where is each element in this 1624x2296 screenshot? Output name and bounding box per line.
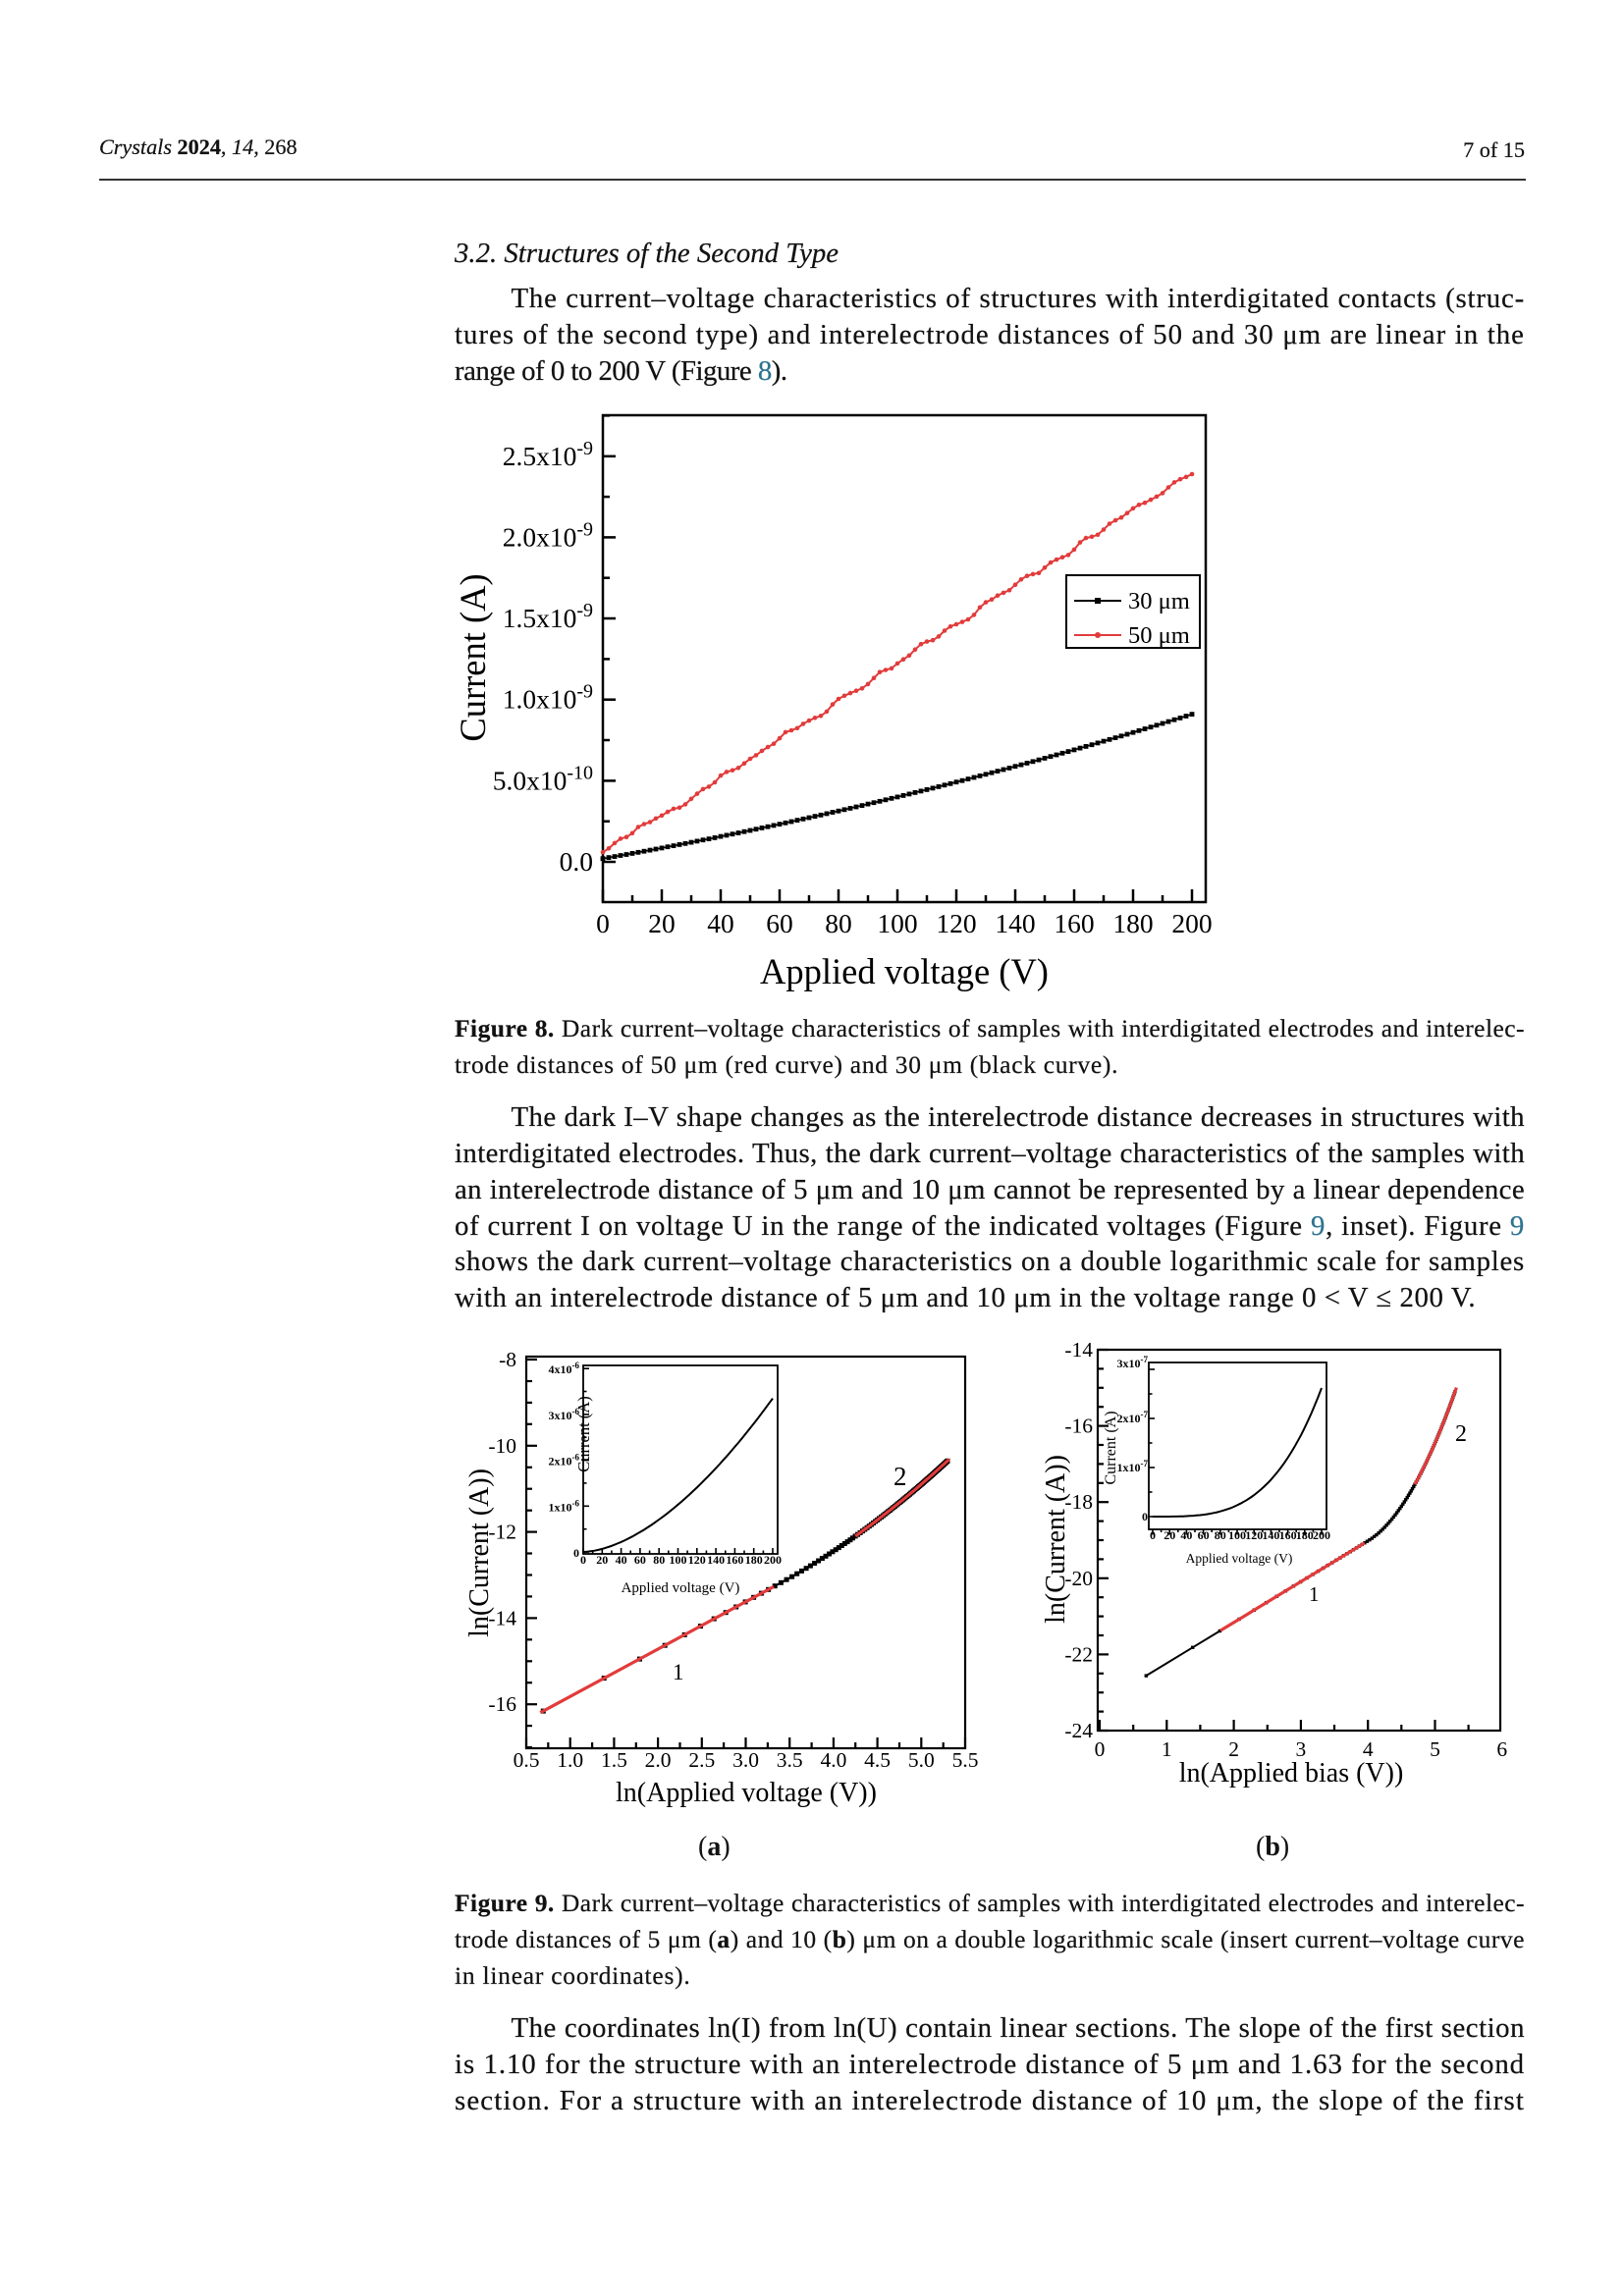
svg-text:60: 60 <box>1198 1528 1210 1542</box>
svg-text:40: 40 <box>616 1553 627 1567</box>
svg-text:0.5: 0.5 <box>514 1748 540 1772</box>
svg-text:ln(Applied voltage (V)): ln(Applied voltage (V)) <box>616 1778 877 1808</box>
svg-text:200: 200 <box>1313 1528 1330 1542</box>
svg-text:Current (A): Current (A) <box>574 1396 593 1471</box>
svg-text:140: 140 <box>707 1553 725 1567</box>
svg-text:6: 6 <box>1496 1737 1507 1761</box>
svg-text:2.0: 2.0 <box>645 1748 672 1772</box>
svg-text:2x10-7: 2x10-7 <box>1117 1410 1149 1425</box>
svg-text:Current (A): Current (A) <box>453 573 493 741</box>
svg-text:-14: -14 <box>488 1606 516 1629</box>
svg-text:2.0x10-9: 2.0x10-9 <box>503 518 593 552</box>
svg-text:2.5: 2.5 <box>688 1748 715 1772</box>
svg-text:-16: -16 <box>488 1692 516 1716</box>
svg-text:100: 100 <box>1228 1528 1246 1542</box>
svg-text:200: 200 <box>1171 908 1212 938</box>
svg-text:60: 60 <box>766 908 793 938</box>
svg-text:5.5: 5.5 <box>952 1748 979 1772</box>
svg-text:Applied voltage (V): Applied voltage (V) <box>622 1580 740 1596</box>
svg-text:80: 80 <box>653 1553 665 1567</box>
svg-text:-14: -14 <box>1064 1340 1093 1362</box>
svg-text:Applied voltage (V): Applied voltage (V) <box>760 951 1049 991</box>
svg-text:-10: -10 <box>488 1434 516 1458</box>
svg-text:1.5: 1.5 <box>601 1748 627 1772</box>
svg-text:4.5: 4.5 <box>864 1748 891 1772</box>
svg-text:3x10-6: 3x10-6 <box>549 1407 580 1422</box>
svg-text:5: 5 <box>1430 1737 1440 1761</box>
svg-text:100: 100 <box>670 1553 687 1567</box>
svg-text:120: 120 <box>936 908 976 938</box>
svg-text:120: 120 <box>1245 1528 1263 1542</box>
svg-text:ln(Current (A)): ln(Current (A)) <box>464 1468 495 1637</box>
svg-text:1.0x10-9: 1.0x10-9 <box>503 681 593 715</box>
svg-text:0: 0 <box>580 1553 586 1567</box>
svg-text:1x10-7: 1x10-7 <box>1117 1459 1149 1474</box>
svg-text:2: 2 <box>893 1462 907 1491</box>
svg-text:ln(Applied bias (V)): ln(Applied bias (V)) <box>1179 1758 1404 1789</box>
svg-text:20: 20 <box>596 1553 608 1567</box>
svg-text:160: 160 <box>1054 908 1094 938</box>
svg-text:4x10-6: 4x10-6 <box>549 1361 580 1376</box>
svg-text:20: 20 <box>1164 1528 1175 1542</box>
svg-text:1.5x10-9: 1.5x10-9 <box>503 600 593 633</box>
svg-text:40: 40 <box>707 908 734 938</box>
svg-text:5.0: 5.0 <box>908 1748 935 1772</box>
svg-text:50 μm: 50 μm <box>1128 622 1190 649</box>
svg-text:0: 0 <box>1142 1510 1148 1523</box>
svg-text:80: 80 <box>1215 1528 1226 1542</box>
svg-text:Applied voltage (V): Applied voltage (V) <box>1186 1551 1293 1566</box>
svg-text:180: 180 <box>1112 908 1153 938</box>
svg-text:-12: -12 <box>488 1521 516 1544</box>
svg-text:0.0: 0.0 <box>560 846 593 877</box>
svg-text:4.0: 4.0 <box>820 1748 846 1772</box>
svg-text:140: 140 <box>995 908 1035 938</box>
svg-text:180: 180 <box>745 1553 763 1567</box>
svg-text:0: 0 <box>573 1546 579 1560</box>
svg-text:3x10-7: 3x10-7 <box>1117 1355 1149 1370</box>
svg-text:2x10-6: 2x10-6 <box>549 1453 580 1468</box>
svg-text:160: 160 <box>726 1553 743 1567</box>
svg-text:0: 0 <box>1095 1737 1106 1761</box>
svg-text:120: 120 <box>688 1553 706 1567</box>
svg-text:30 μm: 30 μm <box>1128 588 1190 614</box>
svg-text:0: 0 <box>596 908 610 938</box>
svg-text:-8: -8 <box>499 1348 516 1371</box>
svg-text:1: 1 <box>1309 1582 1320 1606</box>
svg-text:200: 200 <box>764 1553 782 1567</box>
svg-text:-20: -20 <box>1064 1567 1093 1590</box>
svg-text:60: 60 <box>634 1553 646 1567</box>
svg-text:140: 140 <box>1262 1528 1279 1542</box>
svg-text:180: 180 <box>1296 1528 1314 1542</box>
svg-text:-16: -16 <box>1064 1415 1093 1438</box>
svg-text:2: 2 <box>1228 1737 1239 1761</box>
svg-text:2: 2 <box>1455 1421 1467 1447</box>
svg-text:5.0x10-10: 5.0x10-10 <box>493 762 593 795</box>
svg-text:0: 0 <box>1150 1528 1156 1542</box>
svg-text:1: 1 <box>673 1660 684 1684</box>
svg-text:-18: -18 <box>1064 1490 1093 1514</box>
svg-text:160: 160 <box>1279 1528 1297 1542</box>
svg-text:3.0: 3.0 <box>732 1748 759 1772</box>
svg-text:-24: -24 <box>1064 1719 1093 1742</box>
svg-text:100: 100 <box>877 908 917 938</box>
svg-text:20: 20 <box>648 908 676 938</box>
svg-text:1.0: 1.0 <box>557 1748 583 1772</box>
svg-text:1: 1 <box>1162 1737 1172 1761</box>
svg-text:3.5: 3.5 <box>777 1748 803 1772</box>
svg-text:80: 80 <box>825 908 852 938</box>
svg-text:4: 4 <box>1363 1737 1374 1761</box>
svg-text:Current (A): Current (A) <box>1103 1411 1119 1484</box>
svg-text:-22: -22 <box>1064 1642 1093 1666</box>
svg-text:3: 3 <box>1296 1737 1307 1761</box>
svg-text:ln(Current (A)): ln(Current (A)) <box>1041 1455 1071 1624</box>
svg-text:2.5x10-9: 2.5x10-9 <box>503 438 593 471</box>
svg-text:40: 40 <box>1180 1528 1192 1542</box>
svg-text:1x10-6: 1x10-6 <box>549 1498 580 1514</box>
